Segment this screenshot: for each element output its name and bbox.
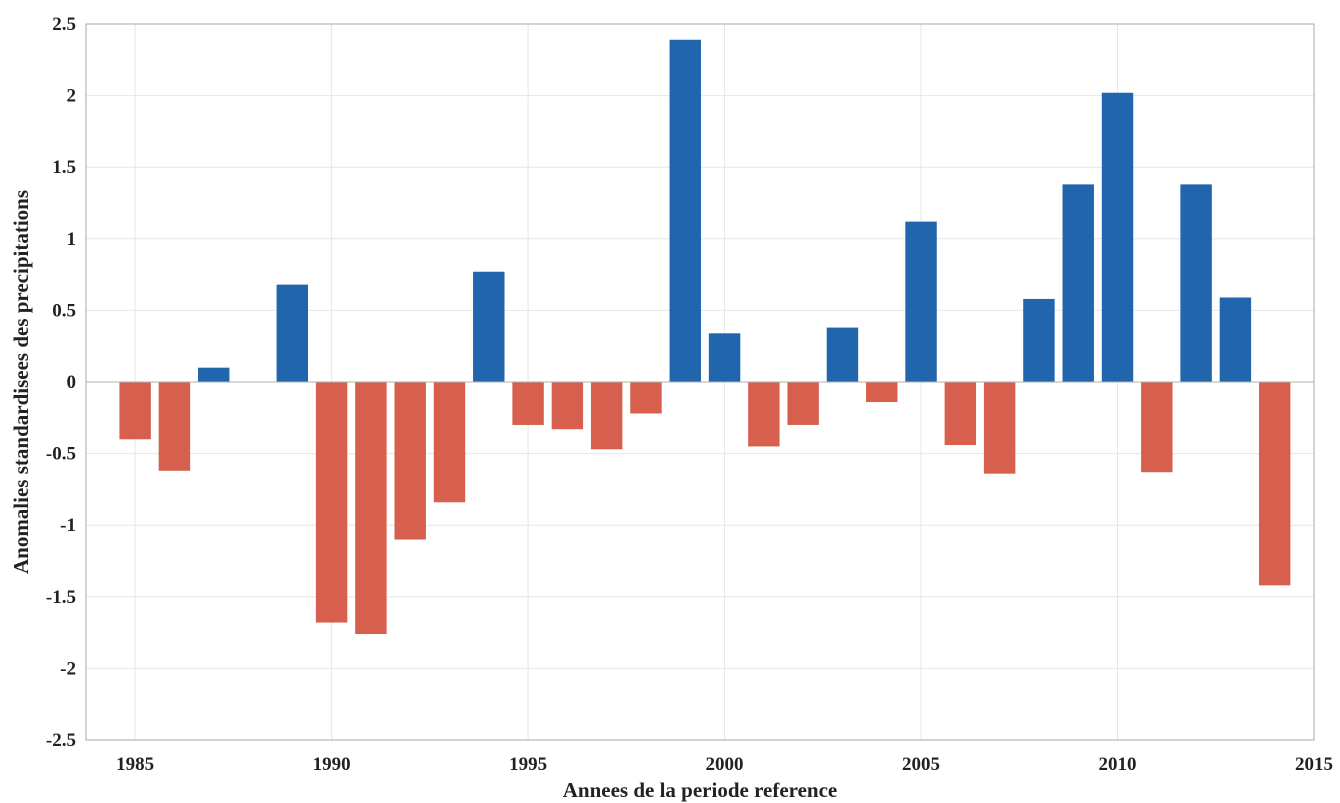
y-tick-label: 1 bbox=[67, 229, 77, 250]
y-tick-label: 2.5 bbox=[52, 14, 76, 35]
bar-1997 bbox=[590, 382, 623, 450]
bar-2001 bbox=[748, 382, 780, 447]
x-tick-label: 2015 bbox=[1295, 754, 1333, 775]
y-tick-label: -2.5 bbox=[46, 730, 76, 751]
y-tick-labels: 2.5 2 1.5 1 0.5 0 -0.5 -1 -1.5 -2 -2.5 bbox=[46, 14, 76, 751]
bar-2005 bbox=[905, 221, 937, 382]
y-tick-label: 2 bbox=[67, 86, 77, 107]
plot-frame bbox=[85, 23, 1315, 741]
y-tick-label: 0 bbox=[67, 372, 77, 393]
bar-2004 bbox=[866, 382, 898, 403]
bar-1986 bbox=[158, 382, 191, 471]
bar-1994 bbox=[473, 271, 505, 382]
bar-2007 bbox=[983, 382, 1016, 474]
bars-group bbox=[119, 39, 1291, 635]
bar-1996 bbox=[551, 382, 584, 430]
bar-2014 bbox=[1258, 382, 1291, 586]
x-tick-labels: 1985 1990 1995 2000 2005 2010 2015 bbox=[116, 754, 1333, 775]
x-tick-label: 2010 bbox=[1099, 754, 1137, 775]
bar-1990 bbox=[315, 382, 348, 623]
y-tick-label: 0.5 bbox=[52, 300, 76, 321]
bar-2011 bbox=[1141, 382, 1173, 473]
x-tick-label: 2000 bbox=[706, 754, 744, 775]
x-axis-title: Annees de la periode reference bbox=[563, 778, 838, 802]
y-tick-label: -0.5 bbox=[46, 444, 76, 465]
bar-2003 bbox=[826, 327, 859, 382]
bar-2000 bbox=[708, 333, 741, 382]
x-tick-label: 2005 bbox=[902, 754, 940, 775]
bar-1998 bbox=[630, 382, 662, 414]
y-tick-label: -1.5 bbox=[46, 587, 76, 608]
bar-2002 bbox=[787, 382, 819, 425]
bar-1989 bbox=[276, 284, 309, 382]
bar-1987 bbox=[197, 367, 230, 382]
bar-2006 bbox=[944, 382, 977, 446]
bar-1993 bbox=[433, 382, 466, 503]
y-tick-label: -2 bbox=[60, 658, 76, 679]
x-tick-label: 1995 bbox=[509, 754, 547, 775]
y-tick-label: 1.5 bbox=[52, 157, 76, 178]
bar-2009 bbox=[1062, 184, 1094, 382]
bar-1991 bbox=[355, 382, 387, 635]
bar-2010 bbox=[1101, 92, 1134, 383]
bar-1999 bbox=[669, 39, 701, 382]
bar-2008 bbox=[1023, 298, 1055, 382]
y-axis-title: Anomalies standardisees des precipitatio… bbox=[9, 190, 33, 574]
y-tick-label: -1 bbox=[60, 515, 76, 536]
bar-1992 bbox=[394, 382, 426, 540]
x-tick-label: 1985 bbox=[116, 754, 154, 775]
x-tick-label: 1990 bbox=[313, 754, 351, 775]
bar-2013 bbox=[1219, 297, 1252, 382]
bar-1985 bbox=[119, 382, 151, 440]
bar-2012 bbox=[1180, 184, 1212, 382]
bar-1995 bbox=[512, 382, 544, 425]
